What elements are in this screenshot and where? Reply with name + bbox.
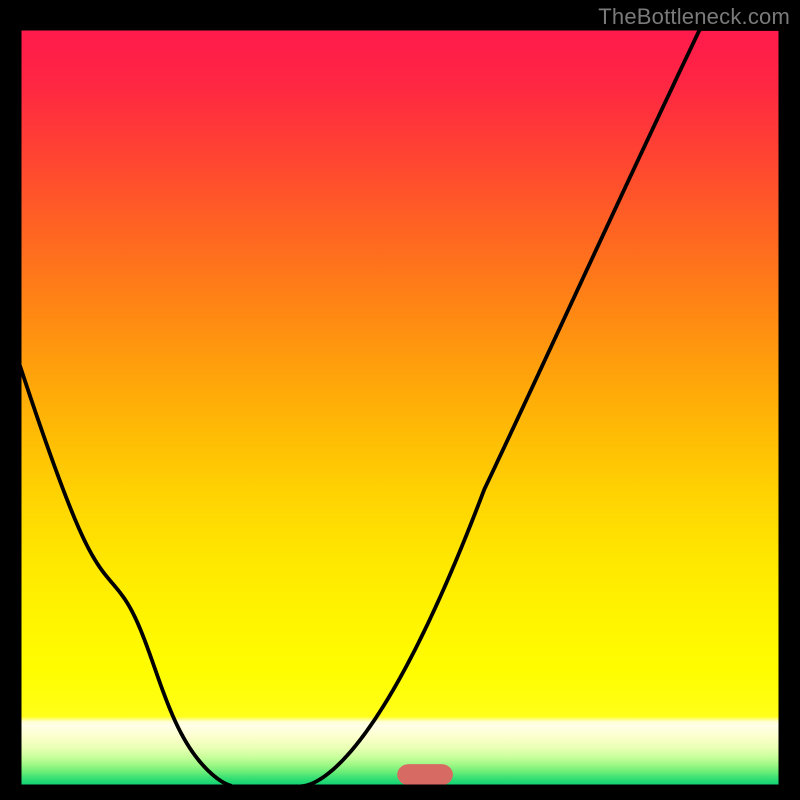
plot-background xyxy=(20,29,780,786)
watermark-label: TheBottleneck.com xyxy=(598,4,790,30)
chart-container: TheBottleneck.com xyxy=(0,0,800,800)
bottleneck-chart xyxy=(0,0,800,800)
valley-marker xyxy=(398,765,453,785)
